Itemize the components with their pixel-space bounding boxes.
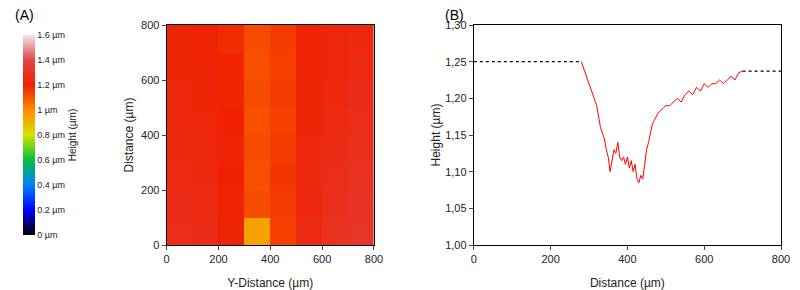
svg-text:0: 0 xyxy=(153,239,159,251)
svg-text:1 µm: 1 µm xyxy=(37,105,57,115)
svg-text:1,30: 1,30 xyxy=(445,19,466,31)
svg-text:Height (µm): Height (µm) xyxy=(67,109,78,161)
svg-text:0.8 µm: 0.8 µm xyxy=(37,130,65,140)
svg-text:1,20: 1,20 xyxy=(445,92,466,104)
svg-text:Y-Distance (µm): Y-Distance (µm) xyxy=(227,276,313,290)
svg-text:0.4 µm: 0.4 µm xyxy=(37,180,65,190)
svg-text:(A): (A) xyxy=(15,7,34,23)
svg-text:0.2 µm: 0.2 µm xyxy=(37,205,65,215)
svg-text:Distance (µm): Distance (µm) xyxy=(590,276,665,290)
svg-text:1.2 µm: 1.2 µm xyxy=(37,80,65,90)
svg-text:0 µm: 0 µm xyxy=(37,230,57,240)
svg-text:1,05: 1,05 xyxy=(445,202,466,214)
svg-text:0: 0 xyxy=(471,253,477,265)
svg-text:400: 400 xyxy=(618,253,636,265)
svg-text:Height (µm): Height (µm) xyxy=(429,104,443,167)
svg-text:400: 400 xyxy=(261,253,279,265)
svg-text:(B): (B) xyxy=(445,7,464,23)
svg-text:1.6 µm: 1.6 µm xyxy=(37,30,65,40)
svg-text:1,10: 1,10 xyxy=(445,166,466,178)
svg-text:800: 800 xyxy=(141,19,159,31)
svg-text:800: 800 xyxy=(772,253,790,265)
svg-text:600: 600 xyxy=(695,253,713,265)
svg-text:200: 200 xyxy=(209,253,227,265)
svg-text:200: 200 xyxy=(541,253,559,265)
svg-text:800: 800 xyxy=(365,253,383,265)
svg-text:600: 600 xyxy=(313,253,331,265)
svg-text:1,00: 1,00 xyxy=(445,239,466,251)
svg-text:200: 200 xyxy=(141,184,159,196)
svg-text:1,25: 1,25 xyxy=(445,56,466,68)
svg-text:0.6 µm: 0.6 µm xyxy=(37,155,65,165)
svg-text:400: 400 xyxy=(141,129,159,141)
svg-text:Distance (µm): Distance (µm) xyxy=(122,98,136,173)
svg-text:0: 0 xyxy=(164,253,170,265)
svg-text:1,15: 1,15 xyxy=(445,129,466,141)
svg-text:1.4 µm: 1.4 µm xyxy=(37,55,65,65)
svg-text:600: 600 xyxy=(141,74,159,86)
